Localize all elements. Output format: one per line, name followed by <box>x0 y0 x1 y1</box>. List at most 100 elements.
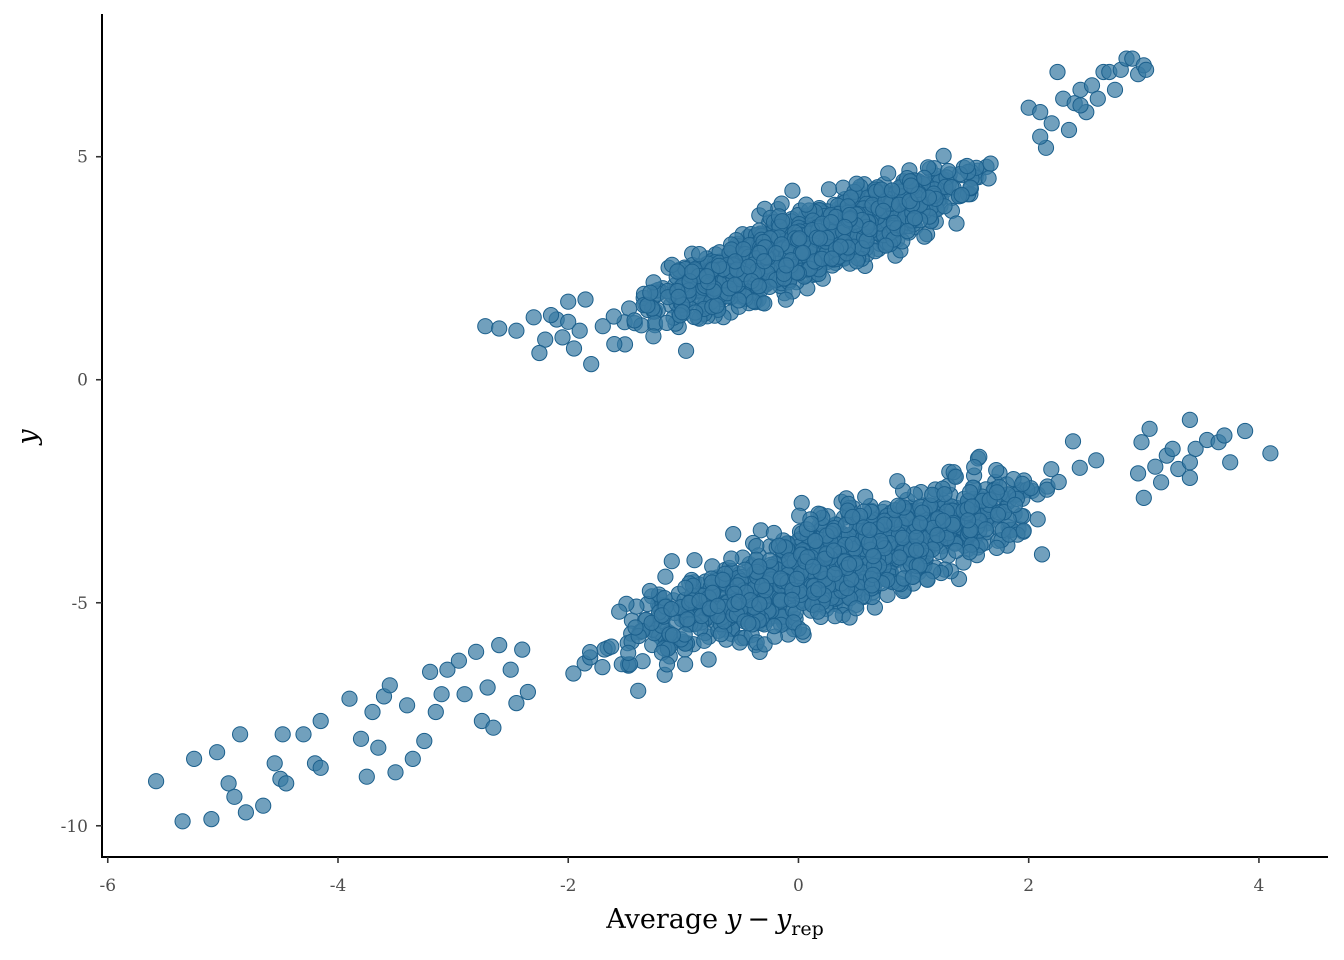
data-point <box>908 542 925 559</box>
data-point <box>700 651 717 668</box>
x-axis-title: Average y − yrep <box>605 904 824 940</box>
data-point <box>708 297 725 314</box>
data-point <box>370 739 387 756</box>
data-point <box>1033 546 1051 563</box>
data-point <box>848 600 865 617</box>
data-point <box>1072 97 1089 114</box>
data-point <box>491 320 508 337</box>
data-point <box>748 538 765 555</box>
data-point <box>883 182 901 199</box>
data-point <box>594 318 611 335</box>
data-point <box>1032 104 1049 121</box>
data-point <box>844 535 861 553</box>
y-axis-title: y <box>12 429 43 446</box>
data-point <box>906 210 923 227</box>
x-tick-label: -6 <box>99 876 116 896</box>
data-point <box>674 304 691 321</box>
data-point <box>1133 434 1150 451</box>
data-point <box>857 488 874 505</box>
data-point <box>502 661 519 678</box>
data-point <box>663 553 680 570</box>
data-point <box>226 788 243 805</box>
data-point <box>1064 433 1082 450</box>
data-point <box>783 591 801 608</box>
data-point <box>865 548 882 565</box>
data-point <box>209 744 226 761</box>
data-point <box>1164 440 1181 457</box>
data-point <box>966 459 983 476</box>
data-point <box>358 768 375 785</box>
data-point <box>657 568 674 585</box>
data-point <box>237 804 254 821</box>
data-point <box>479 679 496 696</box>
data-point <box>902 177 920 194</box>
data-point <box>1106 81 1124 98</box>
data-point <box>1222 454 1239 471</box>
data-point <box>832 238 849 255</box>
data-point <box>537 331 554 348</box>
data-point <box>740 615 757 632</box>
data-point <box>953 186 970 204</box>
data-point <box>427 703 444 721</box>
data-point <box>770 537 788 554</box>
data-point <box>620 644 637 662</box>
data-point <box>312 759 329 776</box>
data-point <box>894 529 911 546</box>
data-point <box>988 462 1005 479</box>
data-point <box>1060 121 1078 139</box>
data-point <box>611 603 628 620</box>
data-point <box>422 663 439 681</box>
data-point <box>468 643 485 660</box>
data-point <box>740 258 757 275</box>
x-tick-label: -2 <box>560 876 577 896</box>
data-point <box>736 561 754 578</box>
data-point <box>565 340 583 357</box>
data-point <box>778 257 795 274</box>
data-point <box>823 250 840 267</box>
x-tick-label: 4 <box>1254 876 1265 896</box>
data-point <box>450 652 467 669</box>
data-point <box>936 486 953 503</box>
data-point <box>947 468 964 485</box>
data-point <box>754 577 771 595</box>
data-point <box>880 165 897 182</box>
data-point <box>678 342 695 359</box>
data-point <box>341 690 358 707</box>
data-point <box>696 632 713 649</box>
data-point <box>626 312 643 329</box>
data-point <box>876 516 893 533</box>
data-point <box>255 797 272 814</box>
data-point <box>731 634 748 651</box>
data-point <box>560 313 577 330</box>
points-layer <box>148 50 1279 830</box>
data-point <box>772 570 789 587</box>
data-point <box>980 170 997 187</box>
data-point <box>266 755 283 772</box>
data-point <box>1083 77 1101 94</box>
data-point <box>1015 522 1032 539</box>
data-point <box>1050 473 1067 491</box>
data-point <box>1147 458 1164 475</box>
data-point <box>823 214 840 231</box>
data-point <box>919 571 936 588</box>
data-point <box>433 686 450 703</box>
data-point <box>583 356 600 373</box>
data-point <box>935 147 952 164</box>
data-point <box>352 730 370 747</box>
data-point <box>1135 489 1152 506</box>
data-point <box>519 683 537 701</box>
data-point <box>508 322 525 339</box>
data-point <box>203 811 220 828</box>
data-point <box>1049 63 1066 81</box>
data-point <box>1187 440 1204 457</box>
data-point <box>485 719 502 736</box>
data-point <box>766 618 783 635</box>
data-point <box>826 565 843 582</box>
data-point <box>456 686 473 703</box>
data-point <box>577 291 594 308</box>
data-point <box>809 603 827 620</box>
data-point <box>958 157 976 175</box>
data-point <box>664 627 682 644</box>
data-point <box>725 526 742 543</box>
y-tick-label: -10 <box>61 817 88 837</box>
